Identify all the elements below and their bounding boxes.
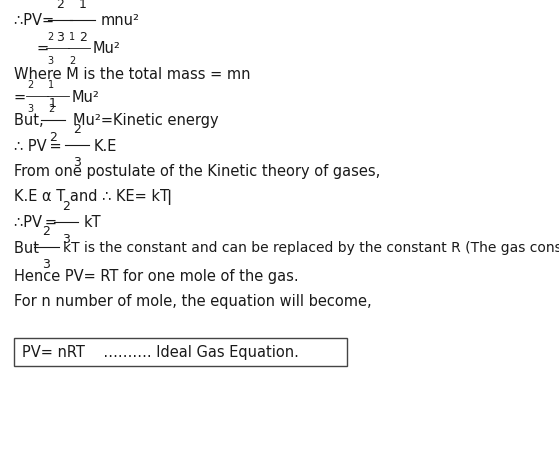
Text: K.E: K.E	[94, 138, 117, 153]
Text: ∴PV =: ∴PV =	[14, 215, 60, 230]
Text: 1: 1	[79, 0, 87, 11]
Text: 3: 3	[42, 258, 50, 271]
Text: 1: 1	[48, 80, 54, 90]
Text: =: =	[14, 90, 26, 105]
Text: 3: 3	[48, 56, 54, 66]
Text: Hence PV= RT for one mole of the gas.: Hence PV= RT for one mole of the gas.	[14, 268, 299, 283]
Text: From one postulate of the Kinetic theory of gases,: From one postulate of the Kinetic theory…	[14, 164, 380, 179]
Text: 2: 2	[42, 225, 50, 238]
Text: PV= nRT    ………. Ideal Gas Equation.: PV= nRT ………. Ideal Gas Equation.	[22, 344, 299, 359]
Text: 2: 2	[62, 199, 70, 212]
Text: 3: 3	[62, 232, 70, 245]
Text: 2: 2	[56, 0, 64, 11]
Text: kT: kT	[84, 215, 102, 230]
Text: 2: 2	[27, 80, 33, 90]
Text: 2: 2	[48, 104, 54, 114]
Text: 3: 3	[73, 156, 81, 169]
Text: But: But	[14, 240, 42, 255]
Text: 2: 2	[79, 31, 87, 44]
Text: Where M is the total mass = mn: Where M is the total mass = mn	[14, 67, 250, 81]
Text: kT is the constant and can be replaced by the constant R (The gas constant): kT is the constant and can be replaced b…	[63, 241, 559, 255]
Text: Mu²=Kinetic energy: Mu²=Kinetic energy	[73, 113, 219, 128]
Text: K.E α T and ∴ KE= kT▏: K.E α T and ∴ KE= kT▏	[14, 189, 180, 205]
Text: 2: 2	[69, 56, 75, 66]
Text: 2: 2	[48, 31, 54, 42]
Text: Mu²: Mu²	[72, 90, 100, 105]
FancyBboxPatch shape	[14, 338, 347, 366]
Text: ∴PV=: ∴PV=	[14, 13, 57, 28]
Text: 2: 2	[73, 123, 81, 136]
Text: ∴ PV =: ∴ PV =	[14, 138, 61, 153]
Text: 1: 1	[49, 97, 57, 110]
Text: 3: 3	[27, 104, 33, 114]
Text: 3: 3	[56, 31, 64, 44]
Text: 2: 2	[49, 131, 57, 144]
Text: For n number of mole, the equation will become,: For n number of mole, the equation will …	[14, 294, 372, 308]
Text: 1: 1	[69, 31, 75, 42]
Text: mnu²: mnu²	[101, 13, 140, 28]
Text: =: =	[36, 41, 49, 56]
Text: But,: But,	[14, 113, 46, 128]
Text: Mu²: Mu²	[92, 41, 120, 56]
